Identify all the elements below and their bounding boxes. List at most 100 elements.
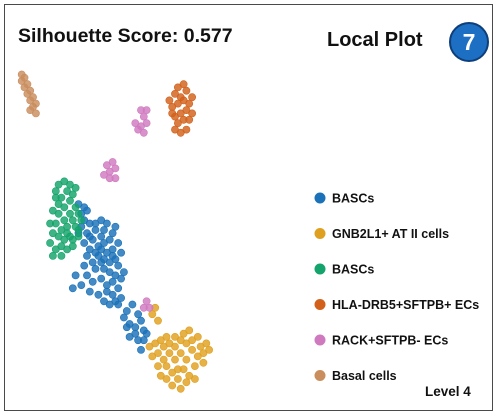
data-point — [128, 300, 137, 309]
series-1-points — [145, 303, 213, 393]
data-point — [60, 203, 69, 212]
data-point — [137, 316, 145, 325]
data-point — [182, 355, 191, 364]
data-point — [111, 222, 120, 231]
series-5-points — [17, 70, 40, 118]
data-point — [117, 294, 125, 302]
data-point — [77, 216, 86, 225]
data-point — [74, 226, 83, 234]
data-point — [88, 258, 97, 267]
data-point — [193, 332, 202, 341]
data-point — [202, 339, 211, 348]
plot-title: Local Plot — [327, 29, 423, 51]
data-point — [71, 203, 80, 212]
data-point — [185, 115, 194, 124]
data-point — [103, 219, 111, 228]
data-point — [97, 274, 106, 283]
data-point — [77, 281, 86, 289]
data-point — [103, 281, 111, 289]
data-point — [97, 232, 106, 241]
data-point — [171, 355, 179, 364]
data-point — [173, 375, 182, 383]
data-point — [46, 219, 54, 228]
data-point — [100, 170, 108, 179]
data-point — [165, 349, 174, 357]
data-point — [142, 297, 151, 306]
data-point — [190, 362, 199, 370]
data-point — [49, 229, 57, 238]
data-point — [91, 248, 100, 257]
data-point — [188, 336, 196, 345]
data-point — [122, 307, 131, 315]
data-point — [188, 345, 196, 354]
legend-marker — [314, 228, 326, 239]
data-point — [120, 313, 128, 322]
data-point — [199, 358, 208, 367]
level-label: Level 4 — [425, 384, 471, 399]
data-point — [117, 248, 125, 257]
silhouette-score: Silhouette Score: 0.577 — [18, 25, 233, 47]
data-point — [168, 109, 177, 118]
data-point — [139, 336, 148, 345]
legend-label: BASCs — [332, 192, 374, 206]
legend-label: Basal cells — [332, 369, 397, 383]
data-point — [74, 232, 83, 241]
data-point — [111, 164, 120, 173]
data-point — [32, 109, 40, 118]
data-point — [91, 219, 100, 228]
data-point — [139, 128, 148, 137]
data-point — [154, 362, 162, 370]
legend-label: BASCs — [332, 263, 374, 277]
data-point — [148, 310, 157, 319]
data-point — [131, 323, 140, 332]
data-point — [162, 332, 171, 341]
data-point — [142, 329, 151, 338]
data-point — [54, 180, 63, 189]
data-point — [137, 345, 145, 354]
data-point — [142, 106, 151, 114]
data-point — [74, 209, 83, 218]
data-point — [156, 371, 165, 380]
series-2-points — [46, 177, 86, 260]
series-3-points — [165, 80, 196, 137]
data-point — [85, 245, 94, 254]
data-point — [148, 352, 157, 361]
data-point — [171, 90, 179, 98]
data-point — [171, 342, 179, 351]
data-point — [85, 287, 94, 296]
legend-marker — [314, 334, 326, 346]
data-point — [176, 384, 185, 393]
data-point — [114, 300, 123, 309]
data-point — [139, 303, 148, 312]
data-point — [122, 323, 131, 332]
legend-label: HLA-DRB5+SFTPB+ ECs — [332, 298, 479, 312]
data-point — [168, 381, 177, 390]
data-point — [173, 119, 182, 127]
data-point — [185, 99, 194, 108]
data-point — [108, 277, 117, 286]
data-point — [71, 271, 80, 280]
data-point — [125, 332, 134, 341]
data-point — [85, 232, 94, 241]
data-point — [66, 196, 74, 205]
data-point — [63, 187, 71, 195]
level-number-badge: 7 — [449, 22, 489, 62]
data-point — [80, 239, 89, 247]
data-point — [60, 216, 69, 225]
data-point — [134, 310, 142, 319]
data-point — [51, 187, 60, 195]
data-point — [63, 229, 71, 238]
data-point — [168, 368, 177, 377]
data-point — [100, 239, 108, 247]
data-point — [49, 206, 57, 215]
data-point — [154, 349, 162, 357]
data-point — [114, 239, 123, 247]
data-point — [91, 226, 100, 234]
data-point — [182, 106, 191, 114]
data-point — [100, 226, 108, 234]
data-point — [108, 245, 117, 254]
data-point — [88, 277, 97, 286]
data-point — [188, 93, 196, 102]
data-point — [173, 83, 182, 92]
